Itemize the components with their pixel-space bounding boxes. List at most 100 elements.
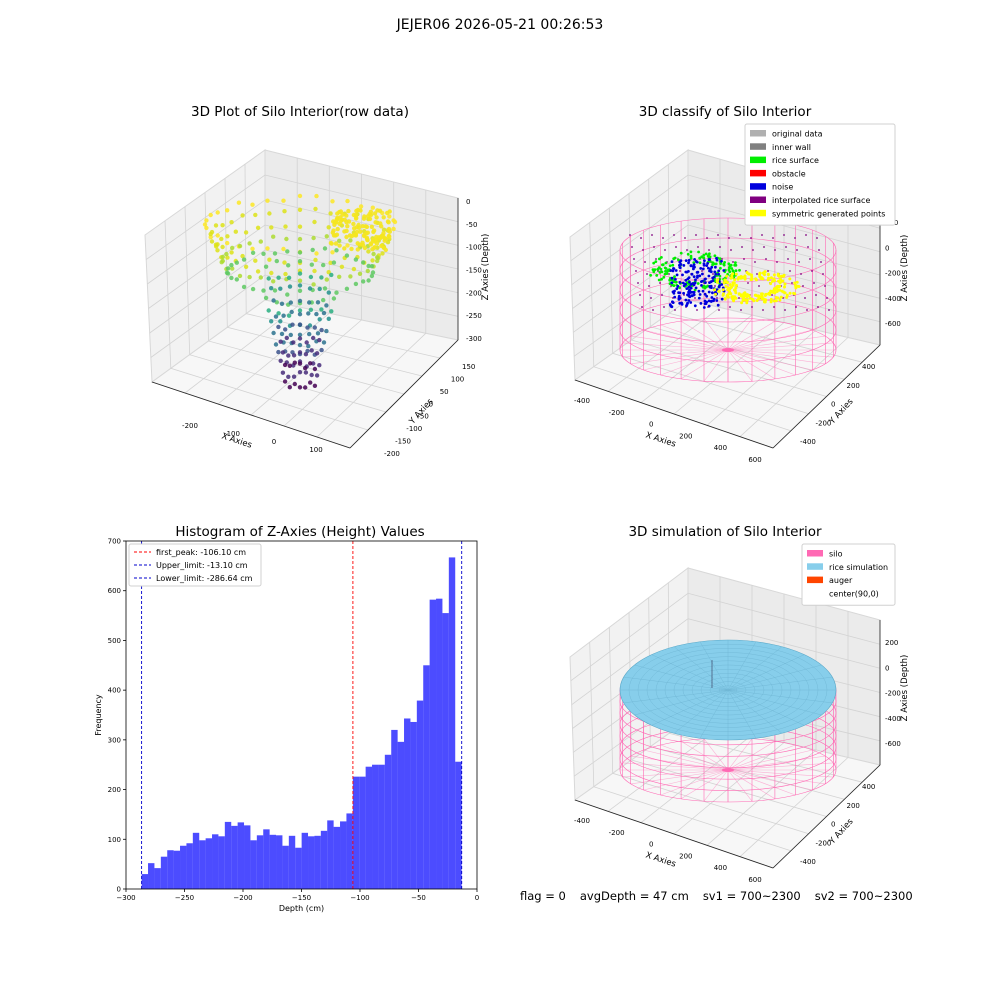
raw3d-point-cloud	[202, 193, 398, 390]
sim3d-x-tick-label: 600	[748, 876, 761, 884]
classify3d-legend-swatch	[750, 209, 766, 217]
raw3d-y-tick-label: 50	[440, 388, 449, 396]
classify3d-legend-swatch	[750, 169, 766, 177]
status-avg-depth: avgDepth = 47 cm	[579, 889, 689, 903]
histogram-bar	[154, 868, 161, 889]
sim3d-grid-y	[667, 582, 863, 783]
sim3d-rice-mesh	[620, 640, 836, 740]
histogram-bar	[436, 598, 443, 889]
raw3d-y-tick-label: 150	[462, 363, 475, 371]
histogram-bar	[314, 835, 321, 889]
classify3d-zlabel: Z Axies (Depth)	[900, 235, 910, 302]
histogram-ytick-label: 0	[117, 886, 121, 894]
classify3d-yaxis-line	[772, 344, 881, 449]
histogram-xtick-label: −100	[350, 894, 369, 902]
sim3d-y-tick-label: 400	[862, 783, 875, 791]
raw3d-grid-x	[316, 190, 427, 438]
sim3d-legend-box	[801, 543, 896, 606]
raw3d-y-tick-label: -50	[417, 413, 428, 421]
histogram-bar	[416, 700, 424, 889]
histogram-bar	[250, 840, 257, 889]
histogram-bar	[192, 832, 200, 889]
raw3d-yaxis-line	[349, 339, 459, 449]
raw3d-x-tick-label: 100	[309, 446, 322, 454]
classify3d-x-tick-label: 600	[748, 456, 761, 464]
histogram-bar	[391, 729, 398, 889]
classify3d-silo-wireframe	[619, 217, 837, 383]
sim3d-zlabel: Z Axies (Depth)	[900, 655, 910, 722]
histogram-legend-label: Upper_limit: -13.10 cm	[156, 561, 248, 570]
histogram-ytick-label: 700	[108, 538, 121, 546]
raw3d-zlabel: Z Axies (Depth)	[481, 234, 491, 301]
histogram-bar	[346, 813, 353, 889]
sim3d-xlabel: X Axies	[644, 850, 677, 869]
raw3d-z-tick-label: -150	[466, 267, 482, 275]
histogram-xtick-label: −150	[292, 894, 311, 902]
sim3d-z-tick-label: -200	[885, 690, 901, 698]
histogram-bar	[212, 834, 219, 889]
raw3d-x-tick-label: -100	[224, 430, 240, 438]
histogram-xtick-label: 0	[475, 894, 479, 902]
raw3d-title: 3D Plot of Silo Interior(row data)	[191, 104, 409, 120]
histogram-legend-label: first_peak: -106.10 cm	[156, 548, 246, 557]
classify3d-y-tick-label: 0	[831, 401, 835, 409]
histogram-xtick-label: −200	[233, 894, 252, 902]
classify3d-z-tick-label: -600	[885, 320, 901, 328]
histogram-bar	[295, 847, 302, 889]
histogram-bar	[148, 863, 155, 889]
sim3d-yaxis-line	[772, 764, 881, 869]
raw3d-grid-z	[145, 174, 459, 260]
histogram-ytick-label: 600	[108, 587, 121, 595]
classify3d-grid-z	[571, 199, 881, 286]
figure-suptitle: JEJER06 2026-05-21 00:26:53	[396, 17, 604, 33]
histogram-bar	[288, 835, 296, 889]
classify3d-legend-label: interpolated rice surface	[772, 196, 870, 205]
raw3d-y-tick-label: -100	[406, 425, 422, 433]
histogram-bar	[167, 850, 174, 889]
histogram-bar	[231, 825, 238, 889]
histogram-bar	[397, 741, 405, 889]
classify3d-legend-swatch	[750, 143, 766, 150]
histogram-bar	[308, 836, 315, 889]
sim3d-z-tick-label: 200	[885, 639, 898, 647]
histogram-bar	[352, 776, 360, 889]
classify3d-y-tick-label: -200	[816, 419, 832, 427]
sim3d-y-tick-label: -200	[816, 839, 832, 847]
sim3d-title: 3D simulation of Silo Interior	[628, 524, 822, 540]
classify3d-silo-wireframe-center-mark	[722, 348, 734, 352]
histogram-xtick-label: −50	[411, 894, 426, 902]
sim3d-x-tick-label: 400	[714, 864, 727, 872]
status-sv2: sv2 = 700~2300	[814, 889, 913, 903]
histogram-bar	[442, 613, 449, 889]
histogram-xtick-label: −300	[116, 894, 135, 902]
raw3d-x-tick-label: 0	[272, 438, 276, 446]
classify3d-x-tick-label: 0	[649, 421, 653, 429]
histogram-bar	[256, 835, 264, 889]
histogram-bar	[340, 821, 347, 889]
histogram-bar	[301, 832, 309, 889]
histogram-title: Histogram of Z-Axies (Height) Values	[175, 524, 425, 540]
histogram-bar	[423, 665, 430, 889]
histogram-bar	[276, 835, 283, 889]
raw3d-xaxis-line	[151, 381, 351, 449]
sim3d-x-tick-label: 0	[649, 841, 653, 849]
raw3d-y-tick-label: -200	[384, 450, 400, 458]
raw3d-z-tick-label: -300	[466, 335, 482, 343]
classify3d-y-tick-label: -400	[800, 438, 816, 446]
histogram-bar	[333, 826, 341, 889]
raw3d-grid-y	[244, 164, 441, 359]
sim3d-grid-z	[570, 592, 881, 682]
status-flag: flag = 0	[520, 889, 566, 903]
raw3d-z-tick-label: -200	[466, 289, 482, 297]
histogram-ylabel: Frequency	[94, 694, 103, 736]
sim3d-y-tick-label: -400	[800, 858, 816, 866]
classify3d-xlabel: X Axies	[644, 430, 677, 449]
classify3d-legend-label: noise	[772, 183, 793, 192]
histogram-bar	[269, 834, 277, 889]
histogram-bars	[141, 557, 462, 889]
histogram-bar	[429, 599, 437, 889]
classify3d-legend-label: rice surface	[772, 156, 819, 165]
histogram-bar	[455, 761, 462, 889]
raw3d-grid	[145, 158, 459, 438]
sim3d-legend-label: auger	[829, 576, 853, 585]
